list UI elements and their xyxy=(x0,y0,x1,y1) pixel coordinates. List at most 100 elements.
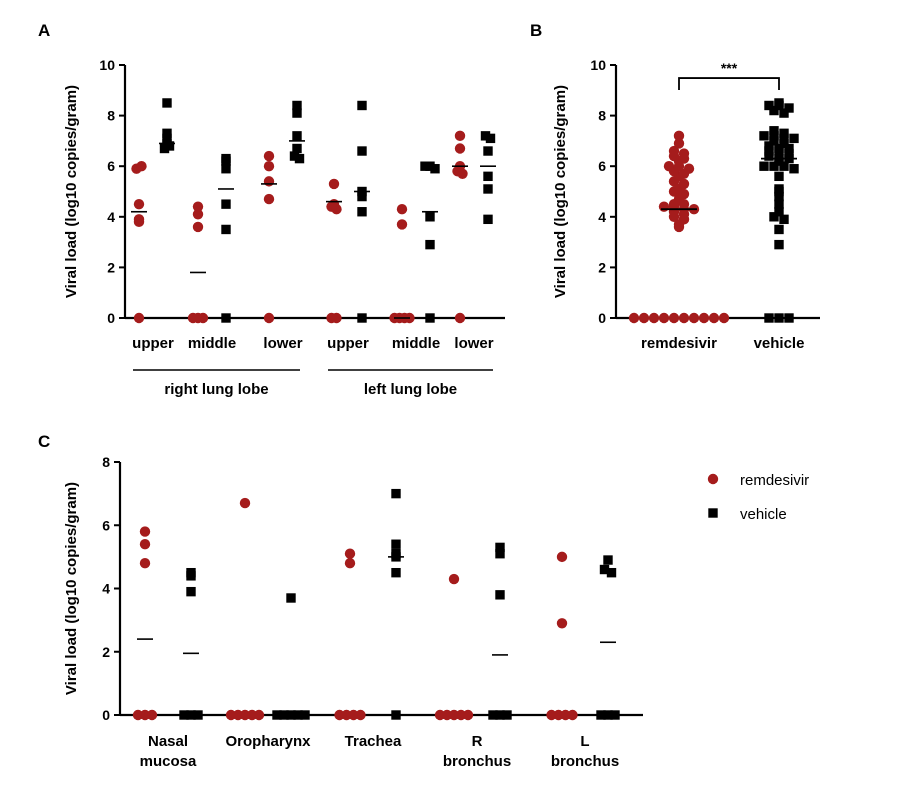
remdesivir-group-1 xyxy=(225,497,265,721)
remdesivir-point-5 xyxy=(136,161,147,172)
remdesivir-point-0 xyxy=(133,312,145,324)
remdesivir-point-4 xyxy=(192,209,204,220)
vehicle-point-0 xyxy=(596,710,606,720)
vehicle-point-15 xyxy=(779,161,789,171)
vehicle-point-9 xyxy=(774,191,784,202)
remdesivir-point-0 xyxy=(454,312,466,324)
vehicle-point-1 xyxy=(357,207,367,217)
vehicle-point-0 xyxy=(357,313,367,323)
vehicle-point-8 xyxy=(774,199,784,209)
vehicle-point-4 xyxy=(162,128,172,139)
vehicle-group-2 xyxy=(388,488,404,720)
remdesivir-point-39 xyxy=(673,138,685,149)
remdesivir-point-16 xyxy=(658,201,670,212)
remdesivir-group-2 xyxy=(334,548,366,721)
remdesivir-swarm xyxy=(628,130,730,324)
vehicle-point-3 xyxy=(162,133,172,144)
remdesivir-point-38 xyxy=(678,148,690,159)
vehicle-point-25 xyxy=(774,143,784,154)
vehicle-point-2 xyxy=(502,710,512,720)
vehicle-point-2 xyxy=(286,710,296,720)
x-category-label-line: Oropharynx xyxy=(225,733,311,750)
vehicle-point-24 xyxy=(764,141,774,151)
remdesivir-point-4 xyxy=(454,143,466,154)
vehicle-group-0 xyxy=(159,98,175,154)
remdesivir-point-8 xyxy=(708,312,720,324)
significance-bracket xyxy=(678,77,780,91)
x-category-label-line: bronchus xyxy=(551,753,619,770)
remdesivir-point-4 xyxy=(462,709,474,721)
vehicle-point-40 xyxy=(774,98,784,108)
remdesivir-point-33 xyxy=(683,163,695,174)
vehicle-point-28 xyxy=(779,138,789,149)
vehicle-group-3 xyxy=(488,542,512,720)
remdesivir-point-4 xyxy=(253,709,265,721)
remdesivir-group-0 xyxy=(131,161,147,324)
vehicle-point-5 xyxy=(769,212,779,222)
vehicle-group-4 xyxy=(420,161,440,323)
vehicle-point-5 xyxy=(286,593,296,603)
x-category-label: Trachea xyxy=(345,733,402,750)
y-axis-label: Viral load (log10 copies/gram) xyxy=(63,85,80,298)
vehicle-point-5 xyxy=(603,555,613,565)
panel-label-b: B xyxy=(530,21,542,40)
x-category-label-line: bronchus xyxy=(443,753,511,770)
vehicle-point-26 xyxy=(784,143,794,154)
vehicle-point-2 xyxy=(784,313,794,323)
remdesivir-point-5 xyxy=(678,312,690,324)
vehicle-point-1 xyxy=(221,224,231,235)
remdesivir-point-5 xyxy=(344,548,356,559)
vehicle-point-4 xyxy=(425,161,435,171)
remdesivir-point-2 xyxy=(133,214,145,225)
remdesivir-point-4 xyxy=(556,618,568,629)
remdesivir-point-9 xyxy=(718,312,730,324)
remdesivir-point-4 xyxy=(396,219,408,230)
y-tick-label: 6 xyxy=(107,158,115,174)
remdesivir-point-5 xyxy=(239,497,251,509)
vehicle-point-1 xyxy=(603,710,613,720)
x-category-label: vehicle xyxy=(754,335,805,352)
vehicle-point-4 xyxy=(292,108,302,118)
vehicle-point-0 xyxy=(425,313,435,323)
y-tick-label: 8 xyxy=(598,108,606,124)
vehicle-point-12 xyxy=(774,171,784,182)
vehicle-point-6 xyxy=(779,214,789,225)
vehicle-point-27 xyxy=(769,136,779,146)
vehicle-point-3 xyxy=(420,161,430,171)
vehicle-point-36 xyxy=(779,108,789,118)
y-tick-label: 0 xyxy=(102,707,110,723)
y-tick-label: 4 xyxy=(598,209,606,225)
y-tick-label: 0 xyxy=(598,310,606,326)
vehicle-point-4 xyxy=(300,710,310,720)
remdesivir-point-3 xyxy=(133,198,145,210)
vehicle-group-0 xyxy=(179,567,203,720)
x-category-label: remdesivir xyxy=(641,335,717,352)
vehicle-group-5 xyxy=(480,131,496,225)
remdesivir-point-3 xyxy=(192,221,204,233)
vehicle-group-3 xyxy=(354,100,370,323)
y-tick-label: 8 xyxy=(102,454,110,470)
remdesivir-point-1 xyxy=(263,193,275,205)
y-tick-label: 4 xyxy=(107,209,115,225)
vehicle-point-3 xyxy=(774,239,784,250)
vehicle-point-2 xyxy=(357,191,367,202)
remdesivir-point-6 xyxy=(688,312,700,324)
vehicle-point-5 xyxy=(495,542,505,553)
vehicle-point-1 xyxy=(774,313,784,323)
remdesivir-group-4 xyxy=(546,551,578,721)
y-tick-label: 4 xyxy=(102,581,110,597)
x-category-label: middle xyxy=(392,335,440,352)
vehicle-point-0 xyxy=(391,710,401,720)
vehicle-point-3 xyxy=(293,710,303,720)
vehicle-point-4 xyxy=(606,567,617,578)
remdesivir-point-5 xyxy=(192,201,204,212)
vehicle-point-21 xyxy=(764,146,774,156)
remdesivir-point-40 xyxy=(673,130,685,142)
vehicle-point-4 xyxy=(357,146,367,156)
vehicle-group-4 xyxy=(596,555,620,720)
x-category-label: upper xyxy=(132,335,174,352)
remdesivir-point-4 xyxy=(139,539,151,550)
vehicle-group-1 xyxy=(272,593,310,720)
x-category-label: upper xyxy=(327,335,369,352)
